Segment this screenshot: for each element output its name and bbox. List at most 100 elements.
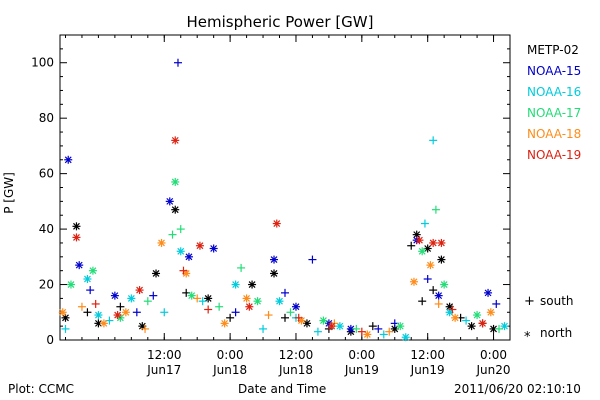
y-tick-label: 100 [31, 56, 54, 70]
data-point-noaa-18 [141, 324, 150, 333]
data-point-noaa-15 [165, 197, 174, 206]
data-point-noaa-17 [286, 308, 295, 317]
data-point-metp-02 [226, 313, 235, 322]
legend-item-noaa-18: NOAA-18 [527, 127, 581, 141]
data-point-noaa-18 [426, 261, 435, 270]
x-tick-label: 0:00 [217, 348, 244, 362]
data-point-noaa-17 [168, 230, 177, 239]
data-point-noaa-15 [484, 288, 493, 297]
y-tick-label: 80 [39, 111, 54, 125]
data-point-noaa-19 [195, 241, 204, 250]
y-tick-label: 60 [39, 167, 54, 181]
data-point-noaa-19 [448, 305, 457, 314]
data-point-noaa-16 [313, 327, 322, 336]
data-point-noaa-19 [429, 238, 438, 247]
data-point-noaa-17 [176, 225, 185, 234]
data-point-noaa-18 [434, 299, 443, 308]
data-point-noaa-15 [281, 288, 289, 297]
data-point-noaa-17 [440, 280, 449, 289]
data-point-noaa-17 [215, 302, 224, 311]
data-point-metp-02 [418, 297, 427, 306]
data-point-noaa-19 [113, 311, 122, 320]
data-point-noaa-15 [374, 324, 383, 333]
data-point-metp-02 [368, 322, 377, 331]
data-point-noaa-17 [495, 324, 504, 333]
data-point-noaa-18 [220, 319, 229, 328]
data-point-noaa-19 [171, 136, 180, 145]
data-point-noaa-18 [121, 308, 130, 317]
chart-title: Hemispheric Power [GW] [187, 13, 374, 31]
data-point-noaa-15 [231, 308, 240, 317]
data-point-noaa-17 [396, 322, 405, 331]
data-point-metp-02 [171, 205, 180, 214]
legend-item-metp-02: METP-02 [527, 43, 579, 57]
data-point-noaa-19 [272, 219, 281, 228]
footer-center: Date and Time [238, 382, 327, 396]
data-point-metp-02 [407, 241, 416, 250]
data-point-noaa-17 [418, 247, 427, 256]
data-point-noaa-15 [64, 155, 73, 164]
data-point-metp-02 [281, 313, 289, 322]
x-tick-label: 0:00 [348, 348, 375, 362]
data-point-noaa-16 [500, 322, 509, 331]
data-point-noaa-16 [231, 280, 240, 289]
axes-layer: 02040608010012:00Jun170:00Jun1812:00Jun1… [31, 34, 511, 377]
data-point-noaa-16 [176, 247, 185, 256]
data-point-noaa-15 [291, 302, 300, 311]
data-point-noaa-18 [363, 330, 372, 339]
y-axis-label: P [GW] [2, 172, 16, 214]
marker-legend-symbol: * [524, 330, 531, 345]
y-tick-label: 20 [39, 278, 54, 292]
data-point-noaa-19 [91, 299, 100, 308]
data-point-noaa-15 [184, 252, 193, 261]
data-point-noaa-15 [132, 308, 141, 317]
data-point-noaa-16 [335, 322, 344, 331]
data-point-noaa-15 [492, 299, 501, 308]
data-point-noaa-19 [478, 319, 487, 328]
data-point-metp-02 [467, 322, 476, 331]
data-point-noaa-19 [135, 286, 144, 295]
y-tick-label: 40 [39, 222, 54, 236]
data-point-noaa-16 [275, 297, 284, 306]
data-point-noaa-19 [245, 302, 254, 311]
data-point-metp-02 [302, 319, 311, 328]
data-point-noaa-16 [94, 311, 103, 320]
x-tick-sublabel: Jun17 [146, 363, 181, 377]
data-point-noaa-17 [431, 205, 440, 214]
data-point-metp-02 [437, 255, 446, 264]
data-point-metp-02 [270, 269, 279, 278]
data-point-noaa-16 [83, 275, 92, 283]
data-point-noaa-18 [242, 294, 251, 303]
data-point-noaa-18 [99, 319, 108, 328]
data-point-noaa-19 [179, 266, 188, 275]
data-point-noaa-17 [187, 291, 196, 300]
data-point-noaa-18 [58, 308, 67, 317]
marker-legend-symbol: + [524, 294, 535, 309]
x-tick-sublabel: Jun19 [344, 363, 379, 377]
data-point-noaa-17 [473, 311, 482, 320]
data-point-noaa-18 [193, 294, 202, 303]
data-point-noaa-15 [270, 255, 279, 264]
data-point-metp-02 [116, 302, 125, 311]
data-point-metp-02 [72, 222, 81, 231]
data-point-noaa-18 [451, 313, 460, 322]
x-tick-label: 12:00 [279, 348, 314, 362]
data-point-metp-02 [412, 230, 421, 239]
data-point-noaa-15 [86, 286, 95, 295]
footer-right: 2011/06/20 02:10:10 [454, 382, 581, 396]
data-point-noaa-17 [143, 297, 152, 306]
data-point-noaa-15 [209, 244, 218, 253]
data-point-noaa-17 [66, 280, 75, 289]
data-point-noaa-16 [420, 219, 429, 228]
data-point-noaa-17 [171, 177, 180, 186]
data-point-noaa-15 [110, 291, 119, 300]
data-points-layer [58, 58, 509, 342]
data-point-noaa-16 [198, 297, 207, 306]
x-tick-sublabel: Jun18 [212, 363, 247, 377]
data-point-metp-02 [138, 322, 147, 331]
marker-legend-label: north [540, 326, 572, 340]
data-point-noaa-17 [352, 324, 361, 333]
data-point-noaa-18 [77, 302, 86, 311]
x-tick-label: 12:00 [410, 348, 445, 362]
